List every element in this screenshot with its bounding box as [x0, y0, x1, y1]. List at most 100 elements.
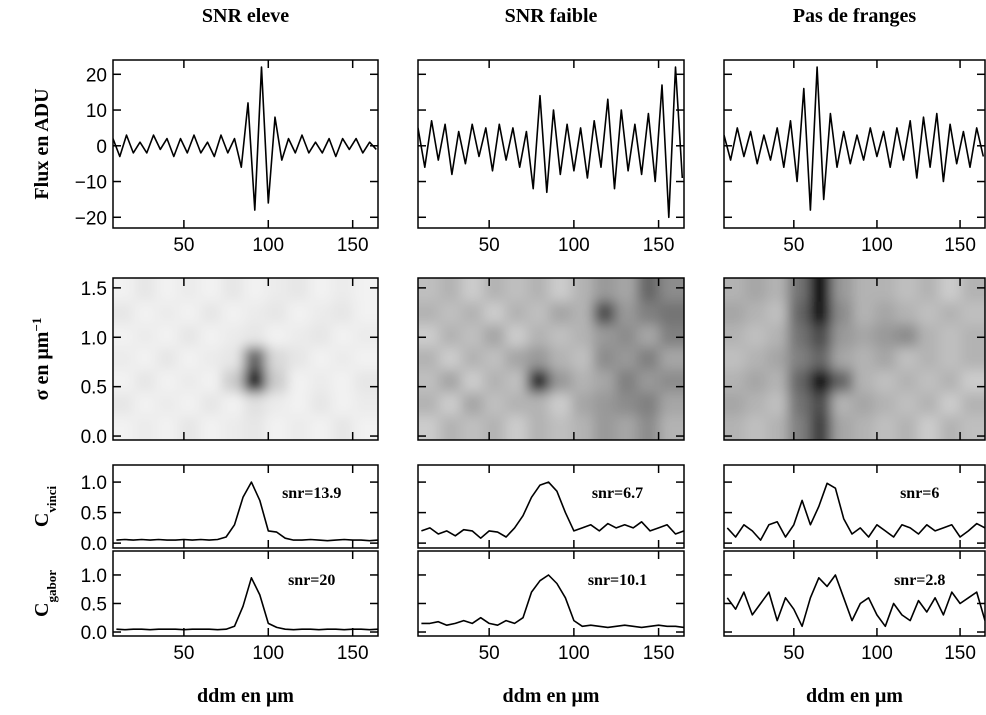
heatmap-cell [788, 346, 811, 370]
heatmap-cell [221, 278, 245, 302]
panel [723, 277, 986, 441]
heatmap-cell [113, 414, 135, 440]
heatmap-cell [659, 392, 684, 416]
heatmap-cell [744, 414, 767, 440]
heatmap-cell [483, 301, 506, 325]
plot-area [113, 278, 378, 440]
heatmap-cell [134, 392, 157, 416]
heatmap-cell [831, 414, 854, 440]
heatmap-cell [744, 301, 767, 325]
heatmap-cell [353, 392, 378, 416]
heatmap [418, 278, 684, 440]
heatmap-cell [593, 392, 616, 416]
plot-area [726, 482, 985, 541]
heatmap-cell [309, 392, 333, 416]
heatmap-cell [724, 278, 746, 302]
frame [723, 464, 986, 549]
plot-area [116, 577, 378, 631]
heatmap-cell [134, 414, 157, 440]
heatmap-cell [960, 369, 985, 393]
heatmap-cell [287, 369, 311, 393]
heatmap-cell [831, 301, 854, 325]
heatmap-cell [243, 369, 267, 393]
heatmap-cell [199, 392, 223, 416]
frame [723, 277, 986, 441]
heatmap-cell [156, 301, 179, 325]
y-tick-label: 10 [86, 101, 107, 122]
heatmap-cell [353, 278, 378, 302]
heatmap-cell [960, 278, 985, 302]
heatmap-cell [243, 346, 267, 370]
plot-area [421, 574, 684, 629]
heatmap-cell [331, 369, 355, 393]
heatmap-cell [744, 346, 767, 370]
heatmap-cell [874, 278, 897, 302]
heatmap-cell [571, 301, 594, 325]
x-tick-label: 50 [479, 235, 500, 256]
heatmap-cell [331, 323, 355, 348]
heatmap-cell [549, 392, 572, 416]
heatmap-cell [874, 346, 897, 370]
heatmap-cell [831, 392, 854, 416]
heatmap-cell [571, 369, 594, 393]
heatmap-cell [615, 414, 638, 440]
plot-area [418, 66, 684, 219]
heatmap-cell [831, 369, 854, 393]
heatmap-cell [309, 369, 333, 393]
heatmap-cell [353, 346, 378, 370]
heatmap-cell [744, 278, 767, 302]
heatmap-cell [766, 414, 789, 440]
heatmap-cell [744, 392, 767, 416]
line [113, 66, 377, 211]
heatmap-cell [156, 369, 179, 393]
heatmap-cell [788, 323, 811, 348]
heatmap-cell [287, 392, 311, 416]
heatmap-cell [831, 323, 854, 348]
heatmap-cell [221, 369, 245, 393]
heatmap-cell [199, 301, 223, 325]
x-tick-label: 150 [944, 235, 976, 256]
line [421, 481, 684, 539]
heatmap-cell [265, 392, 289, 416]
heatmap-cell [134, 278, 157, 302]
annotation: snr=6 [900, 485, 939, 502]
x-tick-label: 100 [558, 235, 590, 256]
heatmap-cell [221, 346, 245, 370]
heatmap-cell [199, 323, 223, 348]
heatmap-cell [156, 414, 179, 440]
x-tick-label: 100 [252, 643, 284, 664]
heatmap-cell [809, 278, 832, 302]
line [116, 481, 378, 542]
heatmap-cell [287, 278, 311, 302]
heatmap-cell [527, 278, 550, 302]
heatmap-cell [287, 323, 311, 348]
heatmap [724, 278, 985, 440]
heatmap-cell [766, 369, 789, 393]
heatmap-cell [527, 323, 550, 348]
heatmap-cell [615, 278, 638, 302]
heatmap-cell [939, 278, 962, 302]
heatmap-cell [177, 392, 201, 416]
line [418, 66, 684, 219]
y-tick-label: 1.0 [81, 328, 107, 349]
y-tick-label: 1.0 [81, 473, 107, 494]
line [726, 574, 985, 628]
heatmap-cell [593, 323, 616, 348]
heatmap-cell [896, 369, 919, 393]
column-title: Pas de franges [793, 5, 917, 27]
x-tick-label: 150 [337, 643, 369, 664]
heatmap-cell [939, 301, 962, 325]
heatmap-cell [659, 346, 684, 370]
y-axis-label-main: C [31, 603, 53, 617]
frame [112, 277, 379, 441]
heatmap-cell [852, 369, 875, 393]
y-tick-label: 0 [96, 137, 107, 158]
heatmap-cell [917, 414, 940, 440]
plot-area [421, 481, 684, 539]
heatmap-cell [243, 392, 267, 416]
heatmap-cell [571, 392, 594, 416]
heatmap-cell [156, 278, 179, 302]
annotation: snr=2.8 [894, 572, 945, 589]
heatmap-cell [788, 369, 811, 393]
heatmap-cell [483, 323, 506, 348]
